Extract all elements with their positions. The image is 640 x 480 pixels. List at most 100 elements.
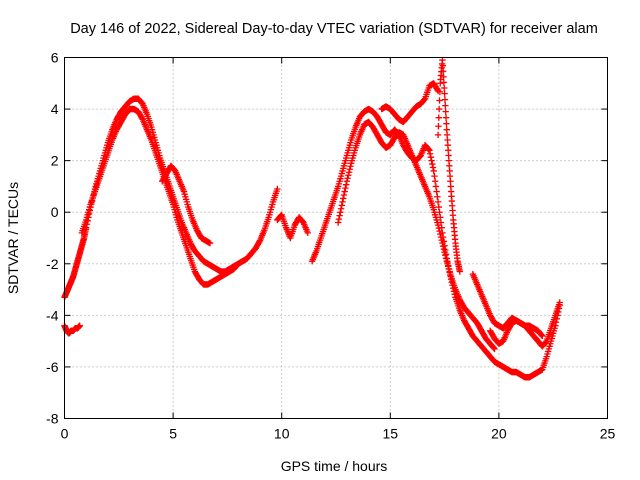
data-point — [435, 114, 443, 121]
data-point — [343, 178, 351, 185]
data-point — [456, 268, 464, 275]
data-point — [426, 147, 433, 154]
data-point — [434, 198, 442, 206]
data-point — [341, 188, 348, 195]
data-point — [490, 344, 498, 352]
data-point — [539, 332, 546, 340]
data-point — [304, 229, 311, 237]
data-point — [336, 212, 343, 219]
data-point — [435, 105, 443, 113]
data-point — [347, 163, 354, 170]
data-point — [429, 160, 436, 168]
y-tick-label: -2 — [46, 256, 59, 272]
data-point — [431, 172, 438, 180]
series-track-7 — [334, 118, 498, 353]
data-point — [421, 96, 428, 103]
series-track-5 — [274, 211, 311, 242]
data-point — [434, 131, 442, 139]
x-tick-label: 25 — [600, 426, 616, 442]
data-point — [425, 146, 432, 153]
y-tick-label: 0 — [51, 204, 59, 220]
data-point — [429, 164, 437, 171]
data-point — [441, 84, 448, 92]
x-tick-label: 5 — [169, 426, 177, 442]
data-point — [438, 236, 445, 244]
data-point — [439, 242, 447, 250]
data-point — [441, 248, 448, 256]
plot-frame — [64, 57, 608, 419]
data-point — [76, 322, 83, 329]
data-point — [442, 254, 450, 262]
data-point — [439, 68, 447, 75]
data-point — [441, 90, 448, 97]
data-point — [440, 79, 448, 86]
data-point — [437, 230, 444, 238]
data-point — [277, 212, 285, 219]
data-point — [346, 166, 353, 173]
data-point — [442, 102, 449, 109]
series-track-1 — [61, 95, 281, 301]
data-point — [337, 209, 344, 216]
data-point — [340, 195, 347, 202]
data-point — [439, 239, 446, 247]
series-track-9 — [434, 56, 464, 275]
data-point — [556, 299, 563, 306]
data-point — [431, 178, 439, 185]
data-point — [274, 185, 281, 193]
data-point — [439, 62, 446, 69]
chart-title: Day 146 of 2022, Sidereal Day-to-day VTE… — [70, 21, 598, 37]
y-tick-label: 2 — [51, 153, 59, 169]
series-track-4 — [159, 162, 214, 247]
data-point — [206, 239, 214, 247]
data-point — [337, 205, 345, 212]
data-point — [436, 88, 444, 96]
series-track-11 — [487, 317, 546, 347]
data-point — [256, 238, 263, 246]
data-point — [235, 260, 242, 267]
data-point — [234, 261, 241, 268]
x-tick-label: 20 — [491, 426, 507, 442]
data-point — [342, 181, 350, 188]
data-point — [345, 172, 352, 179]
y-axis-label: SDTVAR / TECUs — [5, 182, 21, 294]
data-point — [430, 167, 437, 175]
series-track-6 — [308, 105, 563, 381]
data-point — [435, 203, 443, 211]
x-tick-label: 10 — [274, 426, 290, 442]
data-point — [542, 338, 550, 346]
data-point — [538, 331, 545, 339]
data-point — [442, 114, 450, 121]
data-point — [335, 215, 343, 223]
y-tick-label: 6 — [51, 50, 59, 66]
data-point — [442, 108, 449, 115]
x-axis-label: GPS time / hours — [281, 458, 388, 474]
x-tick-label: 15 — [383, 426, 399, 442]
data-point — [433, 188, 440, 195]
data-point — [436, 227, 443, 235]
data-point — [434, 193, 441, 200]
data-point — [441, 96, 449, 103]
data-point — [440, 73, 447, 81]
data-point — [334, 219, 342, 226]
x-tick-label: 0 — [61, 426, 69, 442]
series-track-2 — [78, 105, 242, 288]
data-point — [440, 245, 448, 253]
data-point — [342, 184, 349, 192]
y-tick-label: -8 — [46, 411, 59, 427]
series-track-8 — [378, 80, 442, 126]
data-point — [428, 157, 435, 164]
data-point — [345, 169, 353, 176]
data-point — [435, 224, 443, 232]
data-point — [138, 114, 146, 122]
data-point — [340, 191, 348, 199]
data-point — [339, 198, 346, 206]
series-track-3 — [61, 322, 83, 337]
data-points — [61, 56, 563, 381]
data-point — [442, 251, 449, 259]
grid — [64, 57, 608, 419]
y-tick-label: -6 — [46, 359, 59, 375]
data-point — [338, 202, 345, 209]
data-point — [436, 97, 443, 104]
y-tick-label: 4 — [51, 101, 59, 117]
